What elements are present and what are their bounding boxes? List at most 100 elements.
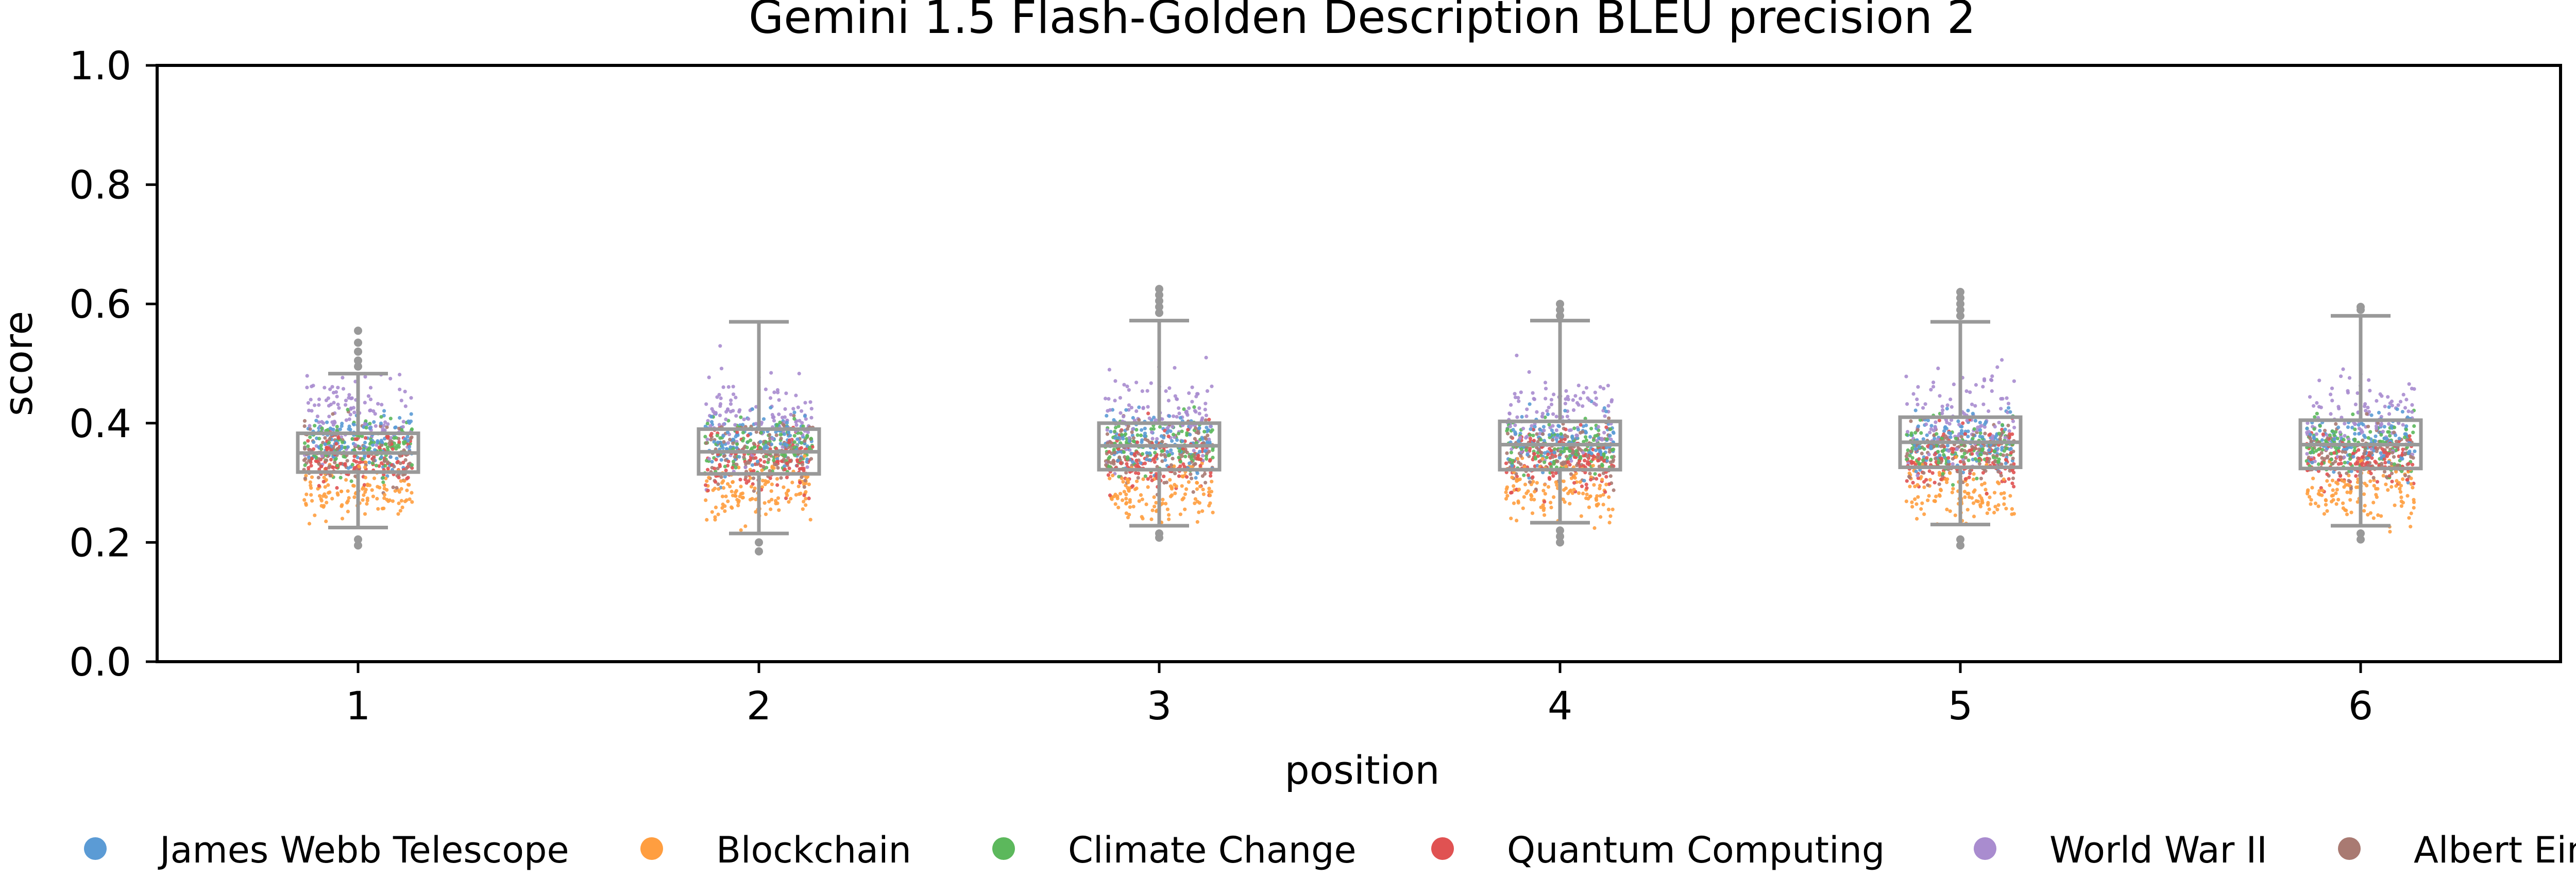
strip-point [1554, 428, 1558, 433]
strip-point [2373, 459, 2377, 463]
strip-point [1129, 406, 1133, 410]
strip-point [1943, 425, 1947, 429]
strip-point [777, 398, 781, 402]
strip-point [775, 457, 779, 461]
strip-point [1956, 419, 1960, 423]
strip-point [786, 456, 790, 460]
strip-point [2370, 456, 2374, 460]
strip-point [2317, 405, 2321, 409]
strip-point [1556, 433, 1560, 437]
strip-point [1910, 500, 1914, 505]
strip-point [1577, 446, 1581, 451]
strip-point [1512, 501, 1516, 505]
strip-point [391, 485, 395, 490]
strip-point [2401, 447, 2405, 452]
strip-point [1975, 451, 1979, 456]
strip-point [2375, 495, 2379, 499]
strip-point [768, 469, 772, 473]
strip-point [2359, 428, 2363, 432]
strip-point [361, 498, 365, 502]
strip-point [1197, 411, 1201, 416]
strip-point [2412, 498, 2416, 502]
strip-point [1207, 437, 1211, 442]
strip-point [1967, 491, 1971, 495]
strip-point [2359, 421, 2364, 425]
outlier-point [1556, 526, 1564, 535]
strip-point [379, 424, 383, 428]
strip-point [402, 440, 406, 444]
strip-point [409, 396, 413, 400]
strip-point [1933, 437, 1937, 441]
legend-label: Climate Change [1068, 829, 1357, 871]
strip-point [1117, 455, 1122, 459]
strip-point [739, 492, 743, 496]
strip-point [2389, 462, 2394, 466]
strip-point [782, 457, 786, 461]
strip-point [706, 489, 710, 493]
strip-point [409, 412, 413, 416]
strip-point [1551, 474, 1555, 478]
strip-point [1917, 457, 1921, 461]
strip-point [2397, 437, 2401, 441]
strip-point [326, 491, 331, 495]
strip-point [1205, 425, 1209, 429]
strip-point [1572, 426, 1577, 430]
strip-point [1545, 455, 1549, 460]
strip-point [1981, 402, 1986, 406]
strip-point [319, 497, 323, 501]
strip-point [1519, 447, 1523, 451]
strip-point [1165, 430, 1170, 435]
strip-point [1139, 493, 1143, 497]
strip-point [1549, 501, 1553, 505]
strip-point [2366, 460, 2370, 465]
strip-point [1913, 408, 1918, 412]
strip-point [1113, 399, 1117, 403]
strip-point [1131, 427, 1135, 432]
strip-point [1607, 482, 1611, 486]
strip-point [2329, 392, 2333, 396]
strip-point [776, 496, 781, 500]
strip-point [1927, 494, 1931, 498]
strip-point [796, 485, 801, 489]
strip-point [2392, 430, 2396, 435]
strip-point [371, 458, 376, 463]
strip-point [401, 420, 405, 424]
strip-point [2321, 432, 2325, 437]
strip-point [803, 439, 807, 443]
strip-point [313, 513, 317, 517]
strip-point [792, 413, 796, 418]
strip-point [1134, 409, 1139, 413]
strip-point [1973, 488, 1977, 492]
strip-point [738, 477, 742, 482]
strip-point [1965, 419, 1969, 423]
strip-point [1146, 405, 1150, 409]
strip-point [1125, 440, 1129, 444]
strip-point [1510, 464, 1514, 468]
strip-point [403, 458, 408, 462]
strip-point [1553, 447, 1557, 452]
strip-point [1152, 495, 1156, 499]
strip-point [1982, 451, 1987, 455]
strip-point [717, 487, 721, 491]
strip-point [2373, 439, 2378, 443]
strip-point [1113, 425, 1118, 430]
strip-point [785, 493, 789, 497]
strip-point [1146, 477, 1150, 481]
strip-point [1945, 507, 1949, 512]
strip-point [1936, 366, 1940, 371]
strip-point [371, 409, 376, 413]
strip-point [2386, 460, 2391, 464]
strip-point [2403, 452, 2408, 456]
strip-point [717, 423, 721, 427]
strip-point [2331, 461, 2335, 465]
strip-point [2313, 415, 2317, 419]
strip-point [1962, 411, 1967, 416]
strip-point [1605, 459, 1609, 463]
strip-point [782, 423, 786, 427]
strip-point [1166, 434, 1171, 439]
legend-item: James Webb Telescope [84, 829, 569, 871]
strip-point [327, 415, 331, 419]
strip-point [751, 476, 756, 480]
strip-point [2412, 506, 2416, 510]
strip-point [759, 431, 764, 435]
